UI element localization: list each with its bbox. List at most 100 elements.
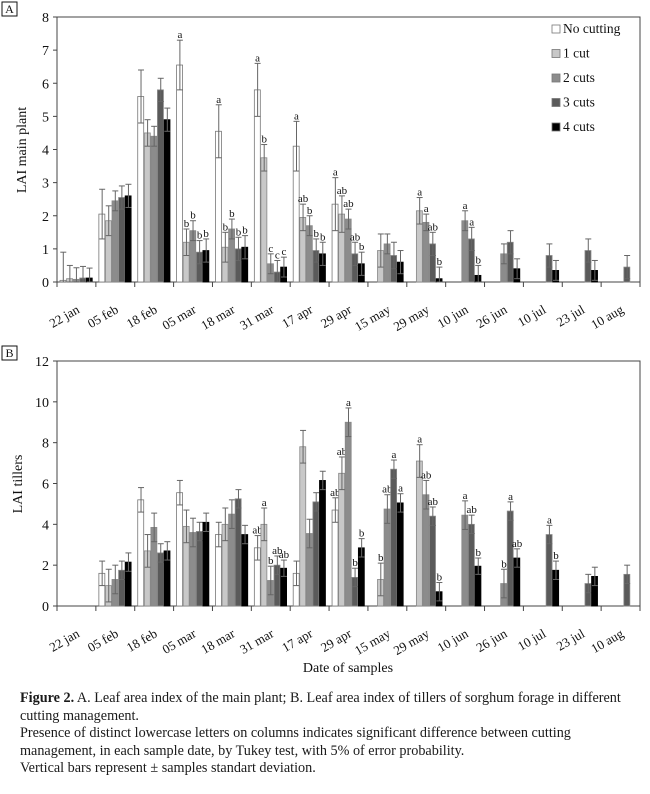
significance-label: ab bbox=[350, 231, 361, 243]
x-tick-label: 22 jan bbox=[47, 301, 83, 330]
significance-label: b bbox=[320, 231, 326, 243]
figure-caption: Figure 2. A. Leaf area index of the main… bbox=[20, 690, 640, 778]
significance-label: ab bbox=[272, 545, 283, 557]
significance-label: b bbox=[242, 225, 248, 237]
panel-b-label: B bbox=[5, 346, 13, 360]
bar bbox=[176, 64, 183, 283]
significance-label: ab bbox=[330, 487, 341, 499]
significance-label: b bbox=[475, 254, 481, 266]
y-tick-label: 12 bbox=[35, 355, 49, 370]
y-tick-label: 6 bbox=[42, 77, 49, 92]
legend-entry: 3 cuts bbox=[563, 95, 595, 110]
x-tick-label: 22 jan bbox=[47, 625, 83, 654]
bar bbox=[506, 510, 514, 607]
bar bbox=[118, 197, 125, 283]
significance-label: b bbox=[437, 256, 443, 268]
x-tick-label: 18 mar bbox=[198, 625, 238, 657]
panel-b: B LAI tillers Date of samples 0 2 4 6 8 10 12 2… bbox=[1, 345, 641, 676]
y-tick-label: 2 bbox=[42, 210, 49, 225]
significance-label: a bbox=[391, 449, 396, 461]
legend-swatch bbox=[551, 73, 561, 83]
significance-label: b bbox=[553, 550, 559, 562]
bar bbox=[253, 89, 261, 283]
significance-label: a bbox=[547, 514, 552, 526]
legend-entry: No cutting bbox=[563, 21, 621, 36]
significance-label: a bbox=[177, 29, 182, 41]
significance-label: ab bbox=[512, 538, 523, 550]
significance-label: b bbox=[223, 221, 229, 233]
y-tick-label: 3 bbox=[42, 177, 49, 192]
significance-label: a bbox=[294, 110, 299, 122]
x-tick-label: 23 jul bbox=[554, 625, 588, 653]
x-tick-label: 17 apr bbox=[279, 625, 316, 655]
y-tick-label: 2 bbox=[42, 559, 49, 574]
bar bbox=[163, 119, 171, 283]
significance-label: b bbox=[197, 230, 203, 242]
x-tick-label: 05 mar bbox=[159, 625, 199, 657]
significance-label: b bbox=[229, 208, 235, 220]
significance-label: b bbox=[352, 557, 358, 569]
significance-label: b bbox=[378, 552, 384, 564]
y-tick-label: 8 bbox=[42, 11, 49, 26]
y-tick-label: 8 bbox=[42, 437, 49, 452]
legend-swatch bbox=[551, 24, 561, 34]
x-tick-label: 31 mar bbox=[237, 301, 277, 333]
bar bbox=[338, 472, 346, 607]
significance-label: a bbox=[398, 483, 403, 495]
panel-a-label: A bbox=[5, 2, 14, 16]
significance-label: ab bbox=[279, 549, 290, 561]
significance-label: a bbox=[216, 94, 221, 106]
bar bbox=[331, 509, 339, 607]
x-tick-label: 29 may bbox=[391, 625, 432, 658]
significance-label: a bbox=[417, 187, 422, 199]
bar bbox=[260, 157, 268, 283]
significance-label: b bbox=[190, 210, 196, 222]
y-tick-label: 0 bbox=[42, 276, 49, 291]
caption-figure-label: Figure 2. bbox=[20, 690, 75, 706]
significance-label: ab bbox=[252, 525, 263, 537]
significance-label: a bbox=[508, 491, 513, 503]
significance-label: b bbox=[236, 226, 242, 238]
y-tick-label: 10 bbox=[35, 396, 49, 411]
x-tick-label: 31 mar bbox=[237, 625, 277, 657]
bar bbox=[234, 498, 242, 607]
legend-swatch bbox=[551, 49, 561, 58]
y-tick-label: 4 bbox=[42, 144, 49, 159]
bar bbox=[202, 521, 210, 607]
significance-label: a bbox=[346, 397, 351, 409]
significance-label: b bbox=[184, 218, 190, 230]
significance-label: a bbox=[463, 200, 468, 212]
significance-label: b bbox=[437, 572, 443, 584]
bar bbox=[137, 499, 145, 607]
significance-label: c bbox=[268, 243, 273, 255]
bar bbox=[299, 446, 307, 607]
x-tick-label: 23 jul bbox=[554, 301, 588, 329]
caption-line3: Vertical bars represent ± samples standa… bbox=[20, 760, 316, 776]
bar bbox=[422, 494, 430, 607]
significance-label: b bbox=[313, 228, 319, 240]
x-tick-label: 10 jun bbox=[435, 301, 471, 331]
x-tick-label: 10 jun bbox=[435, 625, 471, 655]
y-axis-title-b: LAI tillers bbox=[11, 455, 26, 514]
y-tick-label: 0 bbox=[42, 600, 49, 615]
caption-line1: A. Leaf area index of the main plant; B.… bbox=[20, 690, 621, 724]
x-tick-label: 18 feb bbox=[124, 626, 160, 655]
significance-label: c bbox=[281, 246, 286, 258]
y-tick-label: 4 bbox=[42, 518, 49, 533]
x-tick-label: 29 apr bbox=[318, 301, 355, 331]
legend-entry: 2 cuts bbox=[563, 70, 595, 85]
significance-label: a bbox=[417, 434, 422, 446]
caption-line2: Presence of distinct lowercase letters o… bbox=[20, 725, 571, 759]
x-tick-label: 05 feb bbox=[85, 302, 121, 331]
significance-label: b bbox=[475, 547, 481, 559]
x-tick-label: 10 jul bbox=[515, 625, 549, 653]
significance-label: b bbox=[268, 555, 274, 567]
legend-entry: 1 cut bbox=[563, 46, 590, 61]
panel-a-label-box bbox=[1, 1, 18, 17]
significance-label: ab bbox=[343, 198, 354, 210]
bar bbox=[150, 135, 158, 283]
significance-label: b bbox=[359, 241, 365, 253]
panel-b-label-box bbox=[1, 345, 18, 361]
x-tick-label: 10 aug bbox=[588, 301, 626, 332]
